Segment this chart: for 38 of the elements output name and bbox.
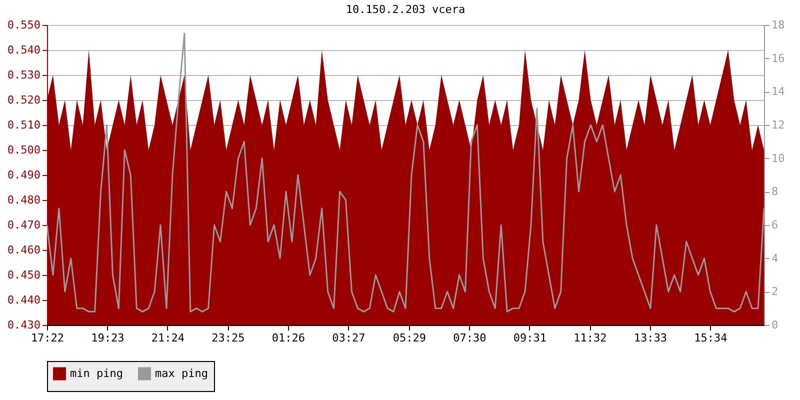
- x-tick-label: 09:31: [513, 332, 547, 344]
- x-tick-label: 21:24: [151, 332, 185, 344]
- y2-tick-label: 8: [772, 185, 778, 198]
- x-tick-label: 17:22: [30, 332, 64, 344]
- y-tick-label: 0.520: [7, 94, 40, 106]
- y-tick-label: 0.430: [7, 318, 40, 332]
- y-tick-label: 0.540: [7, 44, 40, 56]
- y-tick-label: 0.480: [7, 194, 40, 206]
- y2-tick-label: 16: [772, 52, 785, 65]
- x-tick-label: 01:26: [272, 332, 306, 344]
- x-tick-label: 13:33: [634, 332, 668, 344]
- x-tick-label: 19:23: [91, 332, 124, 344]
- x-tick-label: 07:30: [453, 332, 486, 344]
- y-tick-label: 0.460: [7, 244, 40, 256]
- y-tick-label: 0.490: [7, 168, 40, 182]
- y2-tick-label: 2: [772, 285, 778, 298]
- y2-tick-label: 10: [772, 152, 785, 165]
- y-tick-label: 0.530: [7, 68, 40, 82]
- x-tick-label: 03:27: [332, 332, 366, 344]
- y-tick-label: 0.500: [7, 144, 40, 156]
- x-tick-label: 11:32: [574, 332, 607, 344]
- legend-label: max ping: [155, 366, 208, 380]
- x-tick-label: 15:34: [694, 332, 728, 344]
- x-tick-label: 05:29: [392, 332, 426, 344]
- y-tick-label: 0.550: [7, 18, 40, 32]
- y2-tick-label: 18: [772, 18, 785, 32]
- x-tick-label: 23:25: [212, 332, 245, 344]
- y-tick-label: 0.470: [7, 218, 40, 232]
- y2-tick-label: 6: [772, 218, 778, 232]
- y-tick-label: 0.510: [7, 118, 40, 132]
- y2-tick-label: 4: [772, 252, 778, 265]
- chart-title: 10.150.2.203 vcera: [346, 3, 466, 16]
- y-tick-label: 0.440: [7, 294, 40, 306]
- y2-tick-label: 0: [772, 318, 778, 332]
- y2-tick-label: 12: [772, 118, 785, 132]
- y-tick-label: 0.450: [7, 268, 40, 282]
- legend-label: min ping: [70, 366, 123, 380]
- y2-tick-label: 14: [772, 85, 786, 98]
